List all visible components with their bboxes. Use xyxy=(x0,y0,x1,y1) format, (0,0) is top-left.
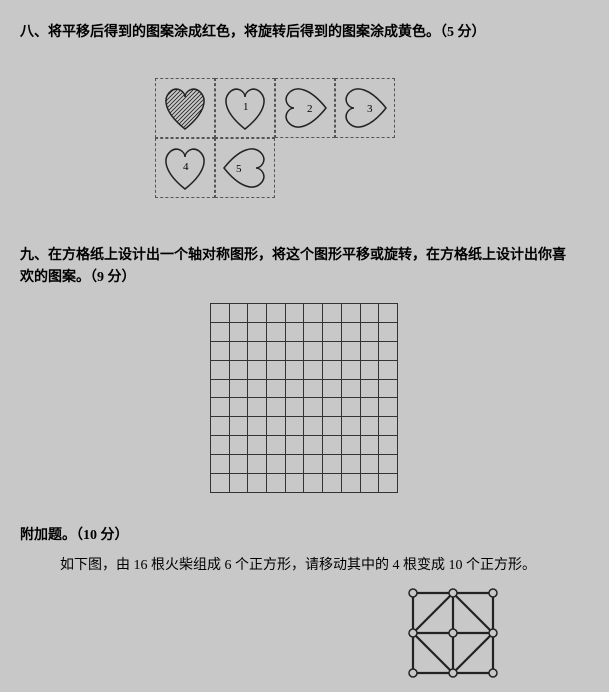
q9-line2: 欢的图案。（9 分） xyxy=(20,267,136,289)
bonus-points: （10 分） xyxy=(76,528,129,543)
q8-label: 八、将平移后得到的图案涂成红色，将旋转后得到的图案涂成黄色。（5 分） xyxy=(20,22,486,44)
bonus-label: 附加题。 xyxy=(20,528,76,543)
grid-figure xyxy=(210,303,398,493)
q9-text2: 欢的图案。（9 分） xyxy=(20,270,136,285)
q8-number: 八、 xyxy=(20,25,48,40)
heart-cell-3: 3 xyxy=(335,78,395,138)
grid-table xyxy=(210,303,398,493)
worksheet-page: 八、将平移后得到的图案涂成红色，将旋转后得到的图案涂成黄色。（5 分） 1 xyxy=(0,0,609,692)
bonus-label-line: 附加题。（10 分） xyxy=(20,525,129,547)
heart-cell-1: 1 xyxy=(215,78,275,138)
heart-cell-4: 4 xyxy=(155,138,215,198)
heart-num-5: 5 xyxy=(236,163,242,175)
heart-cell-5: 5 xyxy=(215,138,275,198)
matchstick-figure xyxy=(405,585,501,681)
heart-outline-icon xyxy=(276,79,334,137)
heart-cell-2: 2 xyxy=(275,78,335,138)
q9-text1: 在方格纸上设计出一个轴对称图形，将这个图形平移或旋转，在方格纸上设计出你喜 xyxy=(48,248,566,263)
heart-num-3: 3 xyxy=(367,103,373,115)
heart-filled-icon xyxy=(156,79,214,137)
q9-number: 九、 xyxy=(20,248,48,263)
heart-num-2: 2 xyxy=(307,103,313,115)
heart-cell-0 xyxy=(155,78,215,138)
heart-num-1: 1 xyxy=(243,101,249,113)
q9-line1: 九、在方格纸上设计出一个轴对称图形，将这个图形平移或旋转，在方格纸上设计出你喜 xyxy=(20,245,589,267)
heart-num-4: 4 xyxy=(183,161,189,173)
q8-text: 将平移后得到的图案涂成红色，将旋转后得到的图案涂成黄色。（5 分） xyxy=(48,25,486,40)
bonus-text: 如下图，由 16 根火柴组成 6 个正方形，请移动其中的 4 根变成 10 个正… xyxy=(60,555,536,577)
heart-outline-icon xyxy=(336,79,394,137)
heart-outline-icon xyxy=(216,139,274,197)
